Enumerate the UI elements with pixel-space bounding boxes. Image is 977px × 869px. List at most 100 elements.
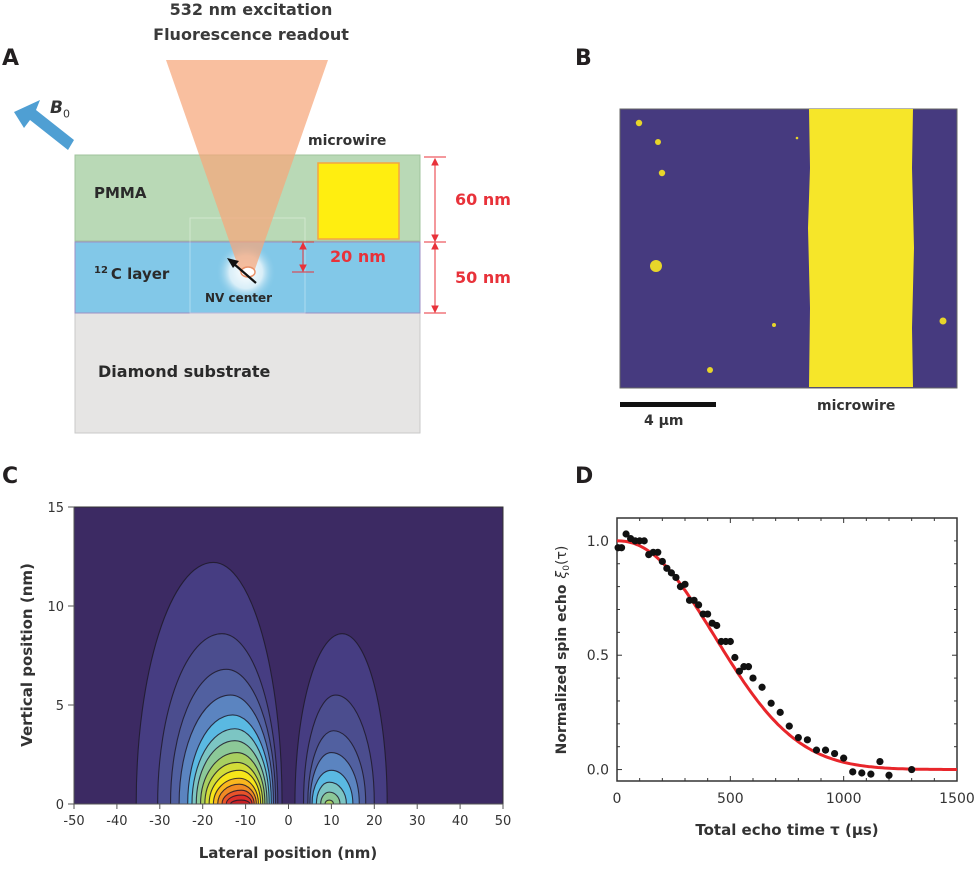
c-x-tick-label: 20 [366,814,383,829]
c-x-tick-label: 30 [409,814,426,829]
d-y-tick-label: 0.0 [587,763,609,779]
panel-a-schematic [14,60,446,434]
d-data-point [840,754,848,762]
scalebar-label: 4 µm [644,413,684,429]
pmma-label: PMMA [94,184,147,202]
d-data-point [749,674,757,682]
panel-c-letter: C [2,464,19,489]
b0-label-subscript: 0 [62,107,70,121]
d-data-point [640,537,648,545]
dimension-brackets [292,156,446,314]
d-data-point [667,569,675,577]
d-data-point [867,770,875,778]
d-data-point [617,544,626,552]
d-data-point [672,573,680,582]
microwire-block [317,162,400,240]
d-data-point [785,722,793,730]
d-x-tick-label: 1500 [939,791,975,807]
c-x-tick-label: 50 [495,814,512,829]
b0-field-arrow [14,100,74,150]
b-microwire-stripe [808,109,914,387]
d-y-axis-arg: (τ) [554,546,570,565]
d-y-tick-label: 0.5 [587,648,609,664]
nv-spin-arrow [233,263,257,284]
d-data-point [876,757,884,766]
c-y-tick-label: 10 [47,600,64,615]
d-x-tick-label: 0 [613,791,622,807]
c-y-tick-label: 0 [56,798,64,813]
scalebar [620,402,716,407]
substrate-label: Diamond substrate [98,362,271,381]
c-contour-left-lobe-level-14 [230,799,251,804]
d-data-point [744,663,753,671]
d-data-point [713,621,721,630]
d-y-axis-subscript: 0 [562,565,572,571]
b0-label-main: B [50,98,63,118]
c-x-tick-label: -30 [149,814,170,829]
d-y-tick-label: 1.0 [587,534,609,550]
d-data-point [849,768,857,776]
c-x-tick-label: 0 [284,814,292,829]
d-data-point [654,548,662,556]
laser-beam-cone [166,60,328,272]
d-y-axis-symbol: ξ [554,571,570,580]
c-x-tick-label: 40 [452,814,469,829]
c-y-tick-label: 5 [56,699,64,714]
dim-nv-depth-label: 20 nm [330,247,386,266]
d-y-axis-label: Normalized spin echo ξ0(τ) [554,546,572,755]
c-contour-right-lobe-level-6 [320,791,341,804]
panel-d-letter: D [575,464,594,489]
d-data-point [794,733,802,742]
d-data-point [908,765,916,774]
substrate-layer [74,312,421,434]
c-x-tick-label: -40 [106,814,127,829]
c-y-axis-label: Vertical position (nm) [18,563,36,747]
c-x-tick-label: -50 [63,814,84,829]
panel-b-letter: B [575,46,592,71]
d-data-point [803,736,811,744]
d-data-point [758,683,766,691]
panel-a-letter: A [2,46,20,71]
d-data-point [735,667,743,675]
d-data-point [821,746,830,754]
d-x-tick-label: 500 [717,791,744,807]
d-data-point [695,601,703,609]
d-plot-frame [616,517,958,782]
panel-b-image [619,108,958,389]
c-x-axis-label: Lateral position (nm) [199,844,378,862]
d-data-point [776,708,784,716]
c-y-tick-label: 15 [47,501,64,516]
microwire-label-b: microwire [817,398,896,414]
d-data-point [726,637,734,646]
c12-label-text: C layer [110,265,170,283]
b-particles [635,119,947,373]
dim-pmma-label: 60 nm [455,190,511,209]
c-x-tick-label: 10 [323,814,340,829]
d-data-point [831,749,839,758]
d-data-point [767,699,775,707]
d-x-axis-label: Total echo time τ (µs) [695,821,878,839]
c-x-tick-label: -20 [192,814,213,829]
d-data-point [858,769,866,777]
panel-c-contour-chart: -50 -40 -30 -20 -10 0 10 20 30 40 50 0 5 10 15 Lateral… [18,501,512,862]
d-data-point [812,746,821,754]
microwire-label-a: microwire [308,133,387,149]
d-x-tick-label: 1000 [826,791,862,807]
c12-layer-label: 12 C layer [94,265,169,283]
d-y-axis-label-text: Normalized spin echo [554,584,570,754]
dim-c12-label: 50 nm [455,268,511,287]
panel-d-echo-chart: 0 500 1000 1500 0.0 0.5 1.0 Total echo time τ … [554,517,975,839]
d-data-point [663,564,671,572]
d-data-point [622,530,630,538]
c12-label-superscript: 12 [94,265,108,276]
d-data-point [704,610,712,618]
nv-center-label: NV center [205,291,273,305]
c-contour-right-lobe-level-7 [324,799,335,804]
b0-label: B0 [50,98,70,120]
d-data-point [885,771,893,779]
d-data-point [731,653,739,662]
c-x-tick-label: -10 [235,814,256,829]
d-data-point [658,557,666,566]
d-data-point [690,596,698,604]
panel-a-title-line2: Fluorescence readout [153,25,349,44]
